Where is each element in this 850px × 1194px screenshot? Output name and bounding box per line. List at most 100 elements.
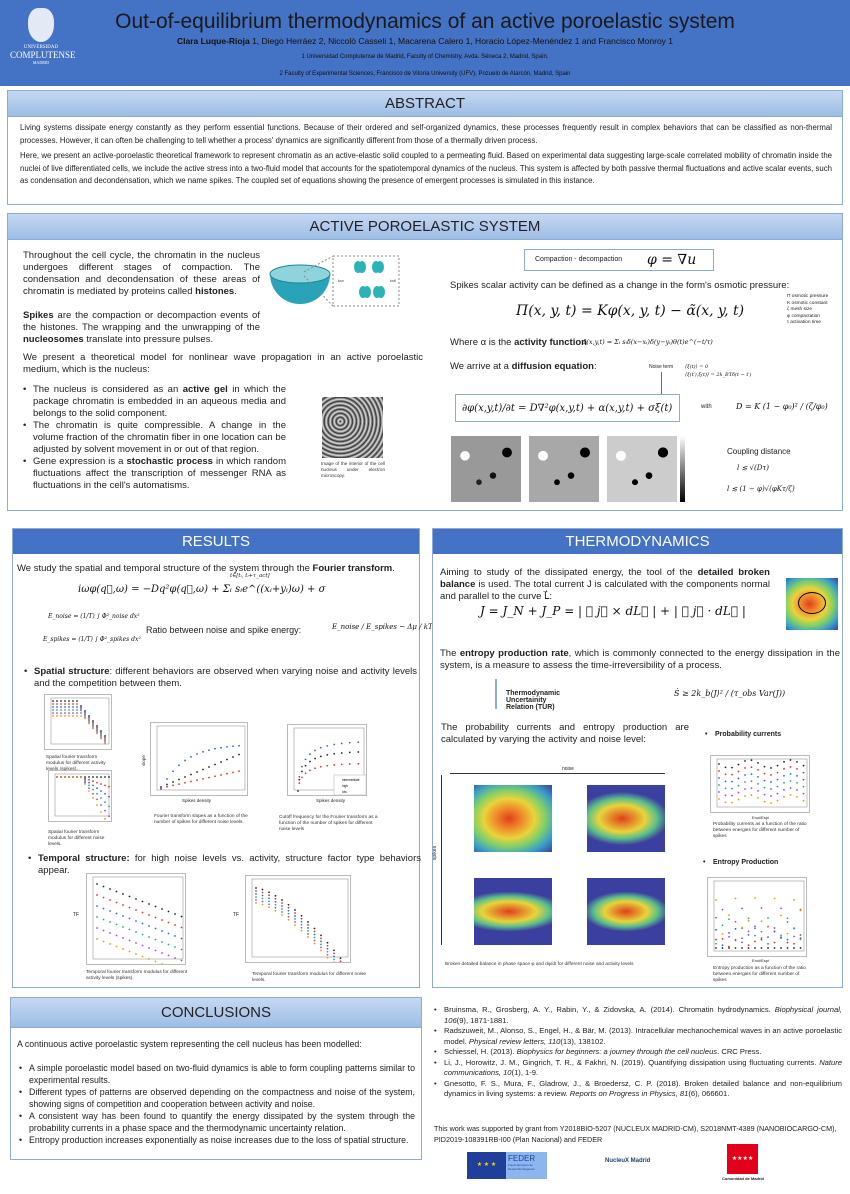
plot-marker: [715, 938, 717, 941]
plot-marker: [141, 900, 144, 903]
plot-marker: [313, 933, 316, 936]
plot-marker: [718, 784, 720, 786]
plot-marker: [773, 930, 776, 933]
plot-marker: [757, 789, 759, 792]
activity-equation: α̃(x,y,t) = Σᵢ sᵢδ(x−xᵢ)δ(y−yᵢ)θ(t)e^(−t…: [582, 338, 713, 346]
bullet-item: The nucleus is considered as an active g…: [21, 384, 286, 420]
compaction-box: Compaction - decompaction φ = ∇u: [524, 249, 714, 271]
plot-marker: [721, 924, 724, 927]
plot-marker: [300, 926, 303, 929]
plot-marker: [76, 706, 78, 708]
coupling-equation-2: l ≲ (1 − φ)√(φKτ/ζ): [727, 485, 795, 493]
plot-marker: [760, 938, 763, 941]
plot-marker: [60, 709, 62, 711]
figure-caption: Entropy production as a function of the …: [713, 966, 806, 983]
plot-marker: [760, 907, 763, 909]
plot-marker: [80, 715, 82, 717]
plot-marker: [128, 950, 131, 953]
plot-marker: [115, 901, 118, 904]
plot-marker: [268, 906, 270, 909]
plot-marker: [728, 947, 730, 949]
plot-marker: [333, 955, 335, 958]
coupling-title: Coupling distance: [727, 447, 791, 456]
abstract-paragraph-1: Living systems dissipate energy constant…: [20, 123, 832, 145]
plot-marker: [718, 791, 720, 793]
thermo-paragraph-2: The entropy production rate, which is co…: [440, 648, 840, 671]
plot-marker: [320, 937, 322, 940]
plot-marker: [92, 724, 94, 727]
plot-marker: [737, 784, 740, 787]
plot-marker: [737, 791, 740, 794]
plot-marker: [72, 715, 74, 717]
plot-marker: [115, 890, 118, 893]
plot-marker: [294, 921, 296, 923]
plot-marker: [84, 711, 86, 714]
plot-marker: [76, 700, 78, 702]
plot-marker: [793, 942, 795, 945]
plot-marker: [154, 949, 157, 952]
plot-marker: [319, 755, 322, 758]
plot-marker: [274, 897, 277, 900]
plot-marker: [214, 747, 216, 750]
plot-marker: [174, 924, 176, 926]
plot-marker: [167, 954, 170, 957]
figure-caption: Temporal fourier transform modulus for d…: [252, 972, 367, 983]
plot-marker: [326, 953, 329, 956]
plot-marker: [802, 778, 805, 781]
noise-arrow: [450, 773, 665, 774]
conclusion-item: Entropy production increases exponential…: [17, 1134, 415, 1146]
plot-marker: [96, 927, 98, 929]
plot-marker: [301, 776, 303, 779]
plot-marker: [92, 792, 94, 795]
poster-header: UNIVERSIDAD COMPLUTENSE MADRID Out-of-eq…: [0, 0, 850, 86]
plot-marker: [52, 715, 54, 717]
plot-marker: [100, 736, 102, 738]
plot-marker: [326, 941, 329, 944]
results-heading: RESULTS: [13, 529, 419, 554]
plot-marker: [184, 776, 186, 778]
conclusions-heading: CONCLUSIONS: [11, 998, 421, 1028]
plot-marker: [109, 943, 111, 945]
plot-marker: [319, 746, 322, 749]
figure-caption: Spatial fourier transform modulus for di…: [48, 830, 105, 847]
plot-marker: [96, 787, 98, 790]
plot-marker: [84, 714, 86, 717]
plot-marker: [307, 924, 309, 926]
plot-marker: [100, 734, 102, 737]
plot-marker: [166, 785, 168, 788]
plot-marker: [220, 746, 222, 749]
plot-marker: [109, 932, 111, 934]
plot-marker: [96, 732, 98, 735]
plot-marker: [754, 897, 756, 899]
compaction-equation: φ = ∇u: [647, 252, 697, 268]
plot-marker: [724, 794, 727, 797]
plot-marker: [313, 930, 316, 933]
plot-marker: [750, 759, 753, 762]
plot-marker: [734, 947, 737, 949]
plot-marker: [744, 788, 746, 790]
ratio-label: Ratio between noise and spike energy:: [146, 625, 302, 635]
lead-author: Clara Luque-Rioja: [176, 36, 250, 46]
plot-marker: [767, 947, 769, 949]
plot-marker: [178, 778, 180, 781]
plot-marker: [135, 920, 137, 922]
plot-marker: [84, 717, 86, 720]
entropy-title: Entropy Production: [701, 859, 778, 866]
plot-marker: [68, 776, 70, 778]
plot-marker: [731, 801, 733, 804]
plot-marker: [88, 721, 90, 723]
plot-marker: [281, 908, 283, 910]
diffusion-equation: ∂φ(x,y,t)/∂t = D∇²φ(x,y,t) + α(x,y,t) + …: [462, 403, 673, 414]
plot-marker: [122, 904, 124, 906]
plot-marker: [96, 905, 98, 907]
plot-marker: [799, 938, 802, 941]
plot-marker: [741, 941, 743, 944]
affiliation-1: 1 Universidad Complutense de Madrid, Fac…: [301, 54, 549, 60]
plot-marker: [320, 946, 322, 949]
x-axis-label: Enoi/Espi: [752, 815, 769, 820]
aps-paragraph-3: We present a theoretical model for nonli…: [23, 352, 423, 375]
plot-marker: [796, 767, 798, 770]
plot-marker: [76, 709, 78, 711]
plot-marker: [104, 792, 106, 795]
plot-marker: [301, 770, 303, 773]
